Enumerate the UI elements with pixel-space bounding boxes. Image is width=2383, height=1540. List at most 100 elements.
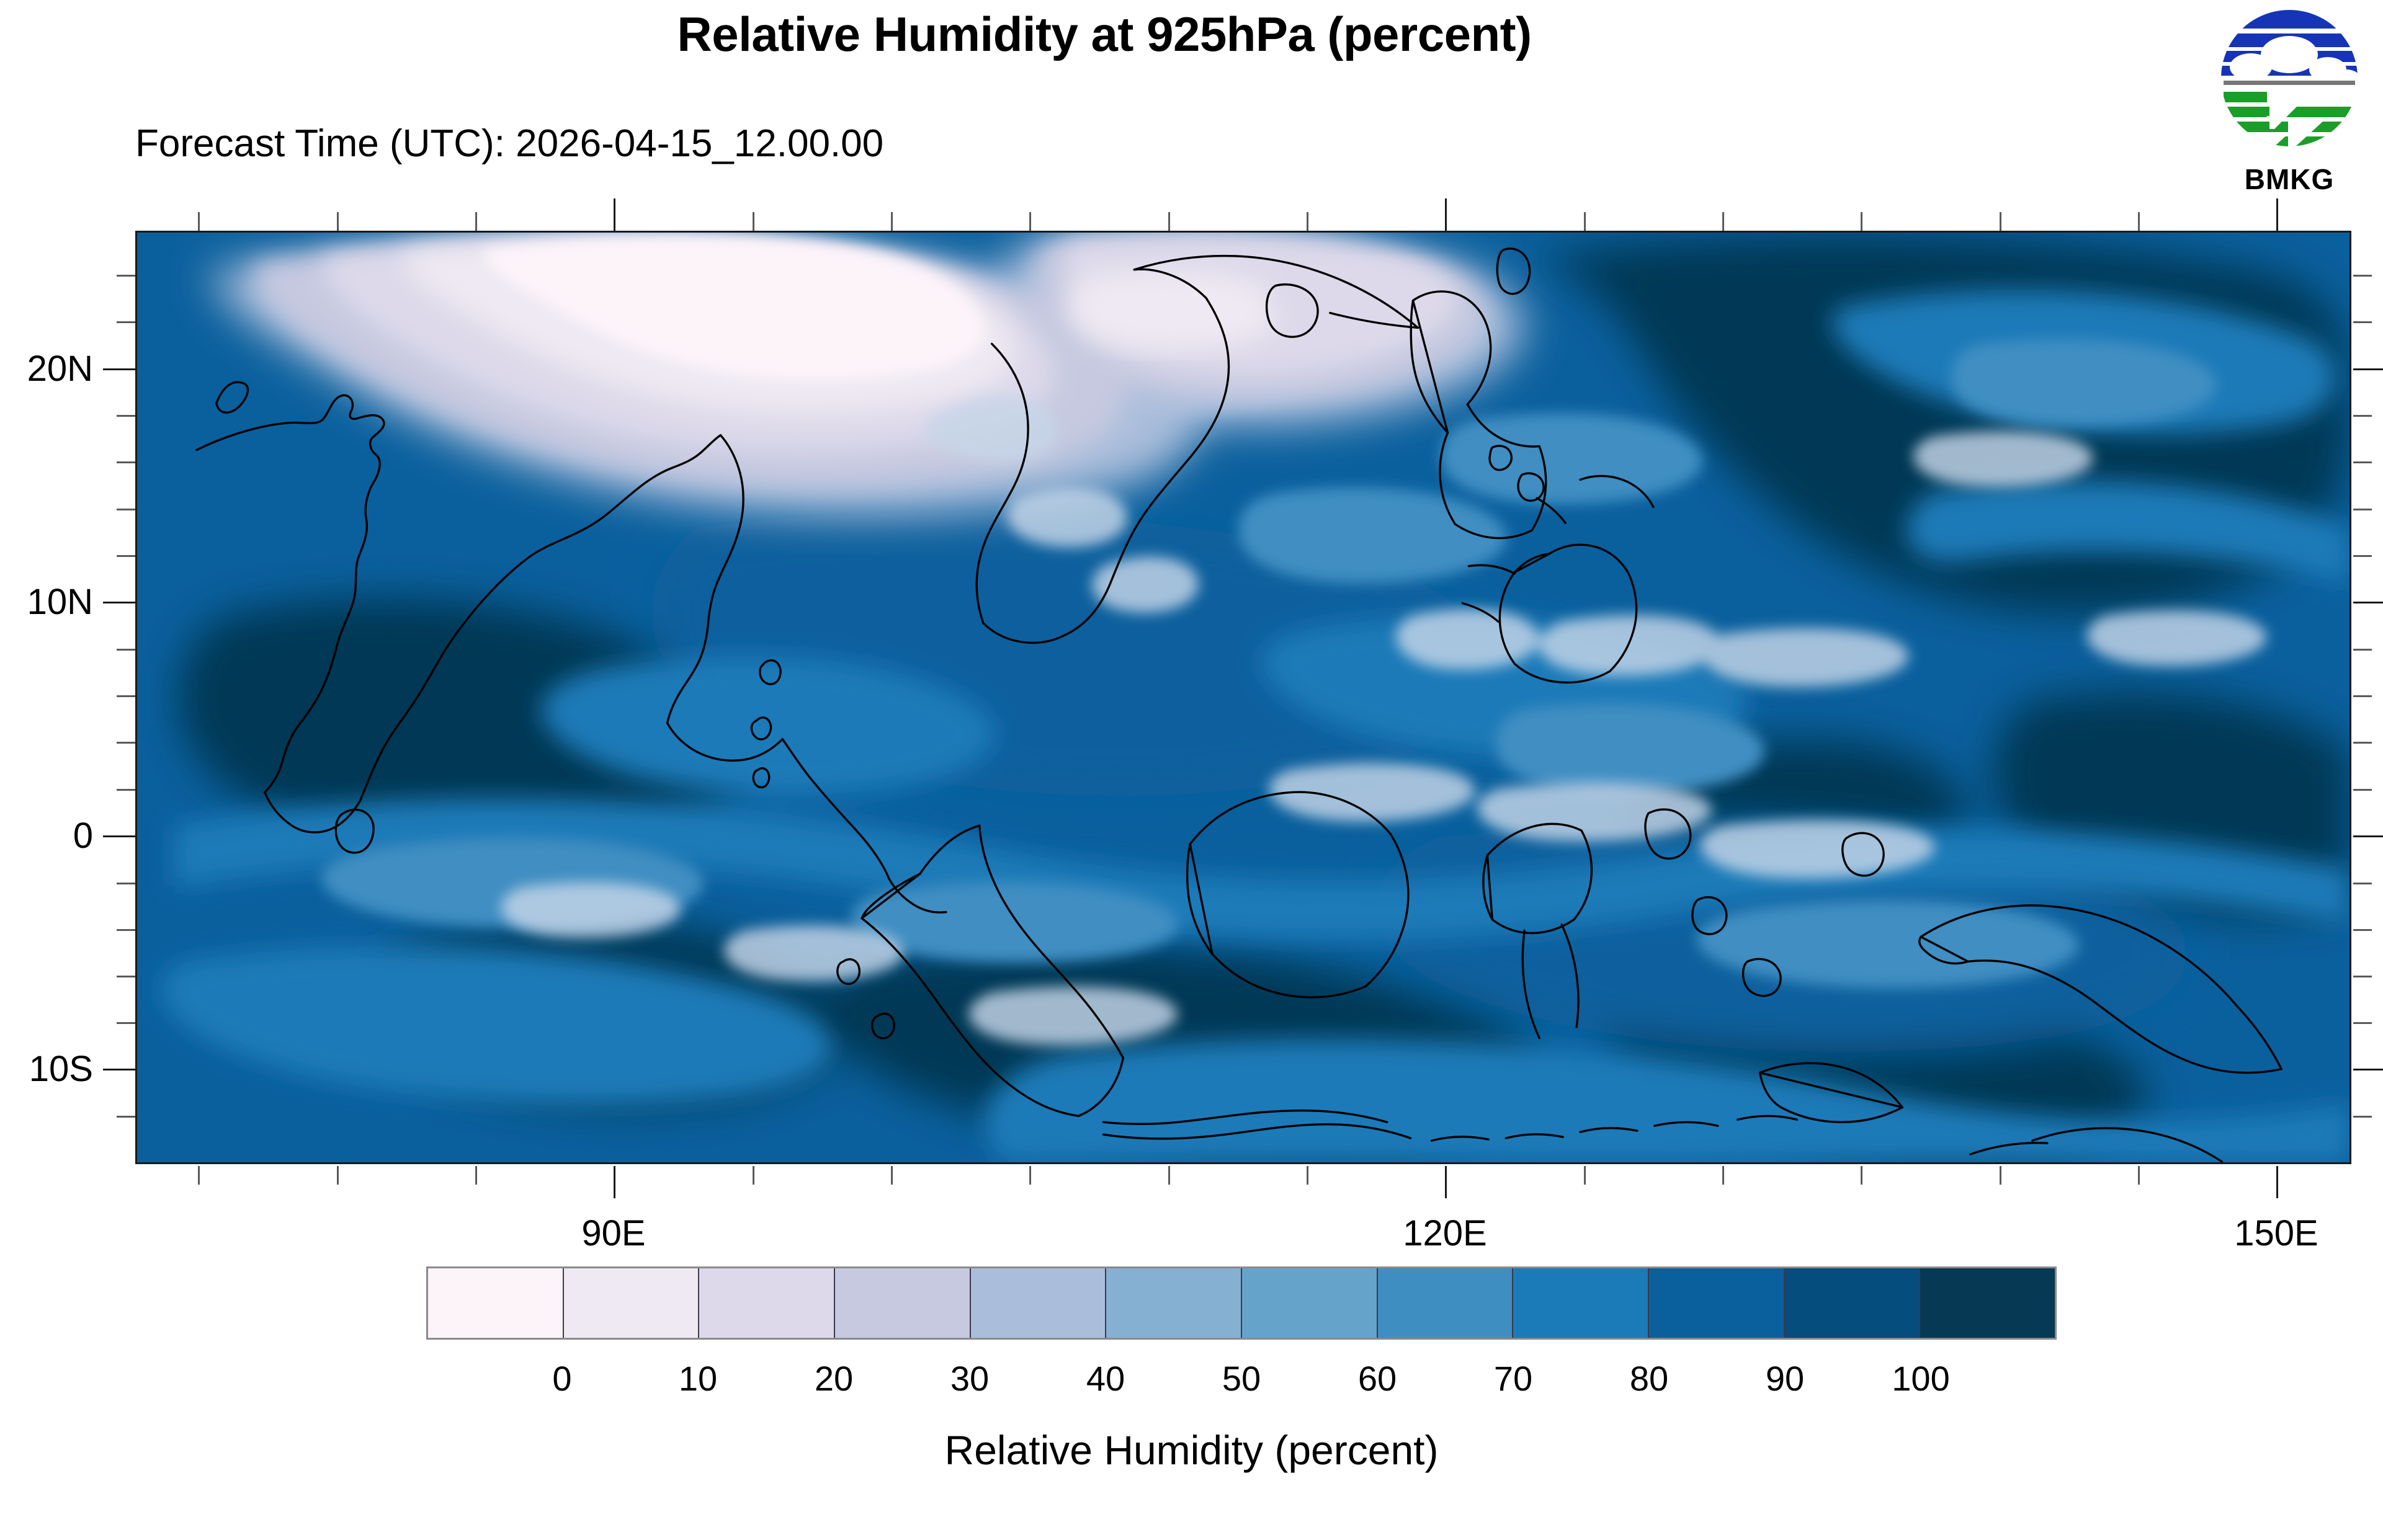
y-tick-right-minor [2353,461,2372,463]
y-tick-right-minor [2353,509,2372,510]
colorbar-swatch-3 [835,1268,971,1338]
bmkg-wordmark: BMKG [2244,163,2335,195]
y-axis-label-20n: 20N [27,349,93,389]
x-tick-top-minor [1307,212,1308,231]
y-tick-minor [117,415,135,417]
x-tick-minor [198,1166,200,1185]
y-tick-right-minor [2353,789,2372,791]
y-tick-minor [117,883,135,884]
y-tick-minor [117,742,135,744]
y-tick-minor [117,321,135,323]
y-tick-major [103,1069,135,1070]
forecast-time-label: Forecast Time (UTC): 2026-04-15_12.00.00 [135,122,884,165]
y-tick-minor [117,555,135,557]
y-tick-right-minor [2353,275,2372,277]
x-tick-top-minor [1861,212,1862,231]
x-axis-label-120e: 120E [1403,1213,1487,1253]
bmkg-emblem-icon [2221,10,2358,146]
colorbar-swatch-5 [1106,1268,1243,1338]
x-tick-minor [1168,1166,1170,1185]
colorbar-swatch-0 [428,1268,564,1338]
y-tick-minor [117,1116,135,1118]
x-tick-top-minor [2000,212,2001,231]
bmkg-logo: BMKG [2215,5,2364,203]
y-tick-minor [117,461,135,463]
y-tick-major [103,835,135,837]
y-tick-major [103,368,135,370]
y-tick-right-minor [2353,883,2372,884]
y-tick-minor [117,509,135,510]
x-tick-top-minor [337,212,339,231]
x-tick-top-minor [2138,212,2140,231]
colorbar-tick-30: 30 [950,1359,990,1398]
colorbar-swatch-1 [563,1268,700,1338]
y-tick-right-minor [2353,929,2372,931]
y-tick-right-minor [2353,321,2372,323]
y-tick-right-minor [2353,1022,2372,1024]
x-tick-minor [1861,1166,1862,1185]
colorbar-tick-80: 80 [1629,1359,1669,1398]
y-tick-right-minor [2353,555,2372,557]
y-tick-right-minor [2353,1116,2372,1118]
x-tick-major [614,1166,615,1198]
x-tick-top-minor [753,212,754,231]
x-tick-top-major [2276,198,2278,231]
colorbar-swatch-10 [1784,1268,1921,1338]
x-tick-major [2276,1166,2278,1198]
y-axis-label-0: 0 [73,816,93,856]
x-tick-minor [753,1166,754,1185]
x-tick-minor [1584,1166,1586,1185]
x-tick-minor [1722,1166,1724,1185]
colorbar-swatch-7 [1377,1268,1514,1338]
colorbar-tick-100: 100 [1892,1359,1950,1398]
y-tick-right-minor [2353,976,2372,977]
x-tick-top-minor [1722,212,1724,231]
y-tick-right-minor [2353,695,2372,697]
humidity-map-plot [135,231,2351,1164]
colorbar-tick-40: 40 [1086,1359,1125,1398]
x-tick-top-minor [198,212,200,231]
x-tick-minor [891,1166,893,1185]
y-tick-minor [117,1022,135,1024]
x-tick-minor [337,1166,339,1185]
x-tick-minor [2138,1166,2140,1185]
y-tick-right-minor [2353,649,2372,651]
y-tick-right-major [2353,835,2383,837]
x-tick-minor [2000,1166,2001,1185]
x-tick-major [1445,1166,1447,1198]
x-tick-minor [475,1166,477,1185]
x-axis-label-150e: 150E [2234,1213,2318,1253]
colorbar-tick-20: 20 [814,1359,854,1398]
colorbar-swatch-4 [970,1268,1107,1338]
colorbar-tick-50: 50 [1222,1359,1261,1398]
y-tick-right-major [2353,1069,2383,1070]
y-axis-label-10s: 10S [29,1049,93,1089]
y-tick-right-minor [2353,742,2372,744]
x-tick-minor [1307,1166,1308,1185]
x-tick-top-minor [891,212,893,231]
colorbar-tick-0: 0 [552,1359,572,1398]
colorbar-swatch-11 [1920,1268,2055,1338]
colorbar-title: Relative Humidity (percent) [944,1427,1439,1473]
x-tick-minor [1029,1166,1031,1185]
colorbar-swatch-9 [1649,1268,1785,1338]
x-tick-top-major [1445,198,1447,231]
x-tick-top-minor [1029,212,1031,231]
x-tick-top-major [614,198,615,231]
x-tick-top-minor [1584,212,1586,231]
y-tick-minor [117,649,135,651]
x-tick-top-minor [1168,212,1170,231]
y-tick-right-major [2353,368,2383,370]
y-tick-minor [117,789,135,791]
y-tick-right-major [2353,602,2383,603]
page-title: Relative Humidity at 925hPa (percent) [677,7,1532,61]
colorbar-swatch-6 [1242,1268,1378,1338]
humidity-contour-field [137,233,2349,1162]
colorbar-tick-70: 70 [1493,1359,1533,1398]
y-tick-minor [117,976,135,977]
y-tick-minor [117,929,135,931]
colorbar-swatch-8 [1513,1268,1650,1338]
x-axis-label-90e: 90E [581,1213,646,1253]
x-tick-top-minor [475,212,477,231]
